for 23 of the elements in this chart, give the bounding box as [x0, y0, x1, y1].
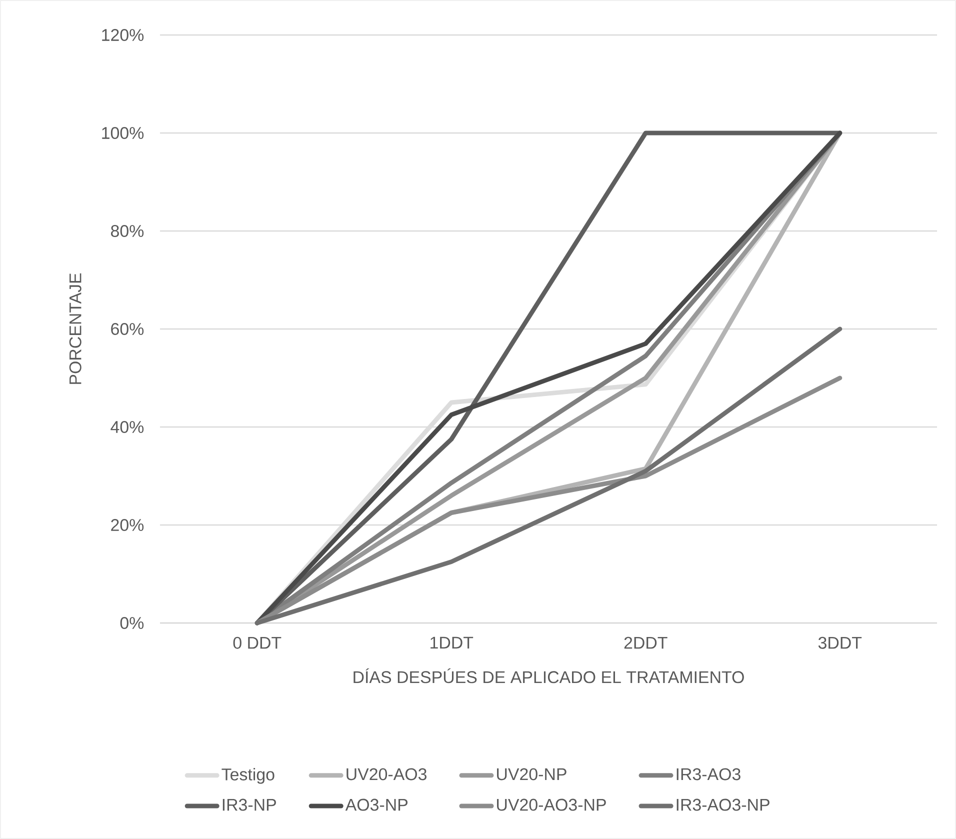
- line-series: [254, 326, 842, 626]
- legend-label: Testigo: [222, 768, 274, 784]
- legend-label: IR3-AO3: [676, 768, 740, 780]
- x-axis-title: DÍAS DESPÚES DE APLICADO EL TRATAMIENTO: [354, 668, 744, 684]
- x-tick-label: 1DDT: [430, 636, 474, 648]
- legend-label: UV20-NP: [497, 768, 566, 780]
- x-tick-label: 2DDT: [624, 636, 668, 649]
- y-tick-label: 20%: [111, 519, 144, 531]
- line-series: [254, 376, 842, 626]
- y-tick-label: 40%: [110, 421, 144, 433]
- legend-label: UV20-AO3: [346, 768, 426, 780]
- x-tick-label: 3DDT: [818, 636, 862, 649]
- legend-label: IR3-NP: [222, 798, 276, 811]
- legend-label: UV20-AO3-NP: [497, 798, 606, 811]
- y-tick-label: 60%: [111, 323, 144, 335]
- y-tick-label: 80%: [110, 225, 144, 237]
- y-axis-title: PORCENTAJE: [69, 273, 82, 384]
- y-tick-label: 0%: [120, 617, 144, 629]
- y-tick-label: 120%: [102, 28, 144, 41]
- y-tick-label: 100%: [102, 126, 144, 139]
- legend-label: AO3-NP: [345, 798, 408, 811]
- legend-label: IR3-AO3-NP: [676, 798, 770, 811]
- x-tick-label: 0 DDT: [233, 636, 282, 649]
